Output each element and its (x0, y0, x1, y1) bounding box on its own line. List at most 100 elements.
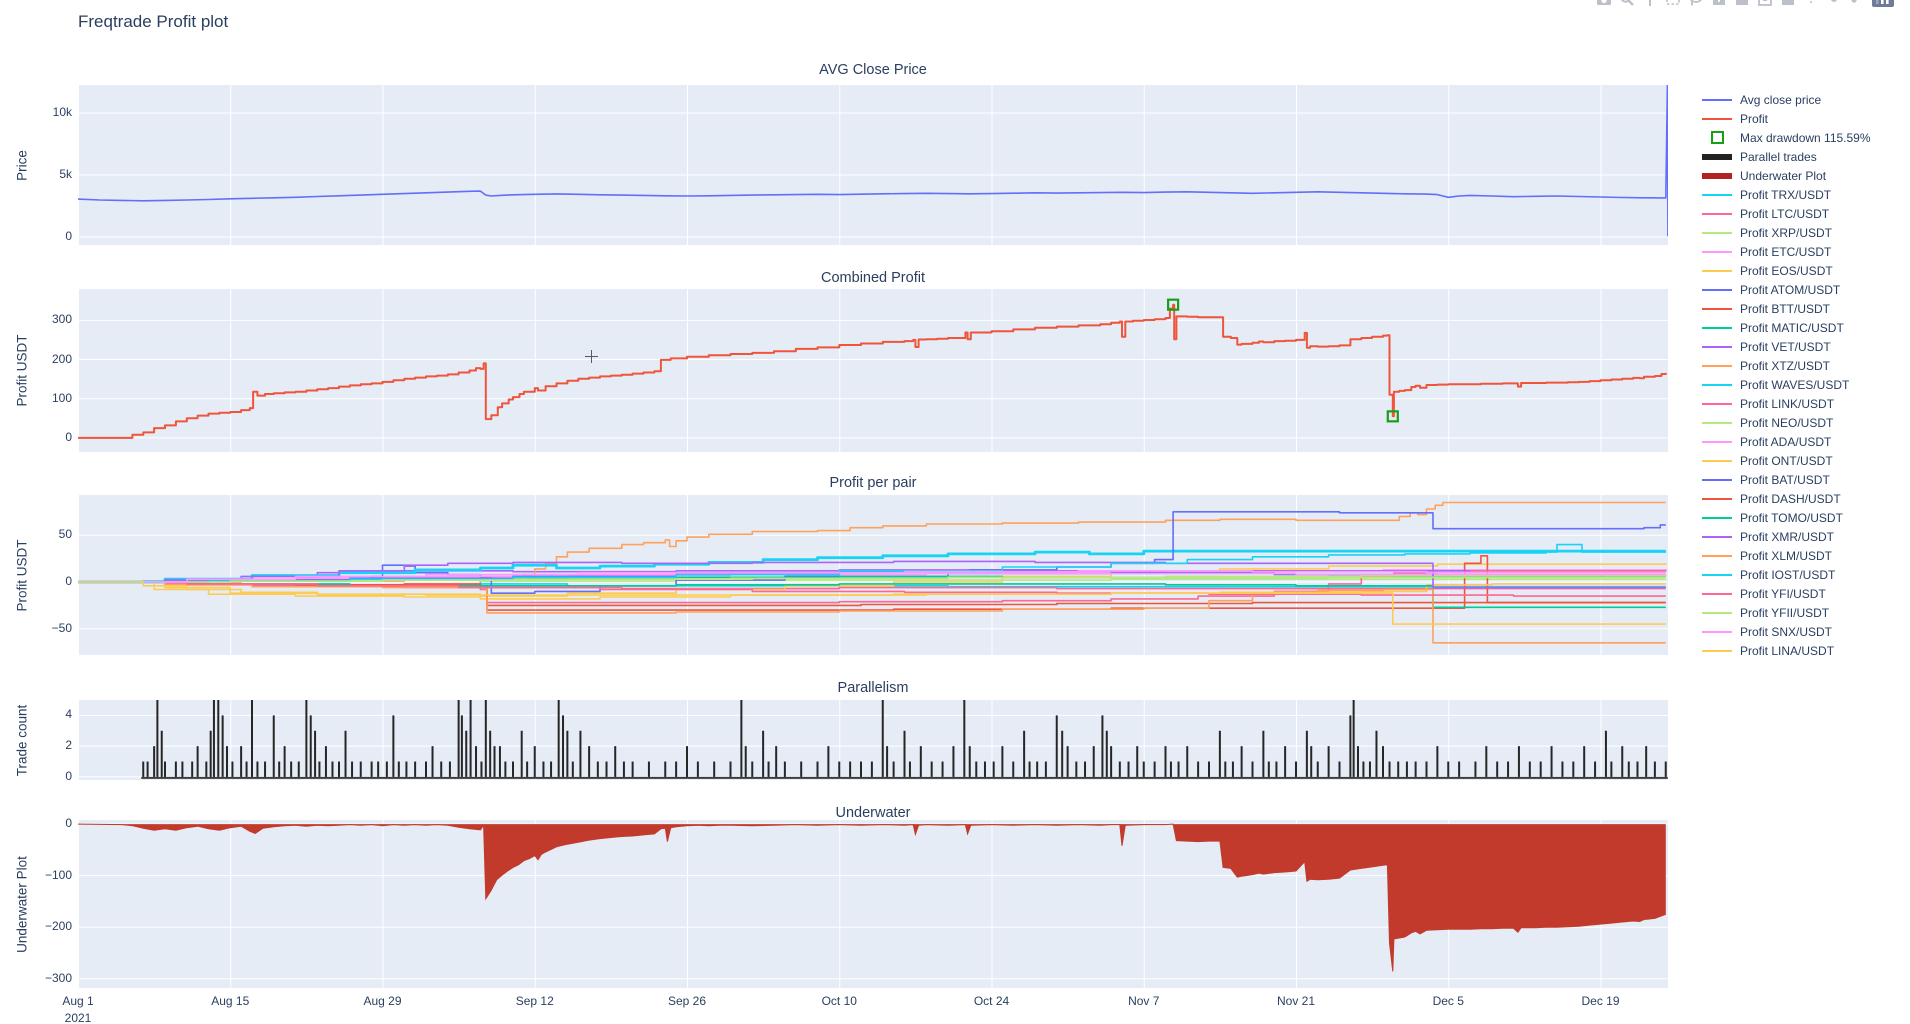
subplot-title-parallelism: Parallelism (837, 680, 909, 696)
legend-item-12[interactable]: Profit MATIC/USDT (1702, 318, 1871, 337)
box-select-icon[interactable] (1665, 0, 1681, 12)
legend-label: Profit XTZ/USDT (1740, 358, 1831, 373)
x-tick-label: Aug 15 (211, 994, 250, 1008)
pan-icon[interactable] (1642, 0, 1658, 12)
legend-color-swatch (1702, 326, 1732, 329)
legend-label: Profit XRP/USDT (1740, 225, 1833, 240)
y-tick-label: 10k (52, 105, 72, 119)
x-tick-label: Dec 5 (1432, 994, 1464, 1008)
legend-color-swatch (1702, 573, 1732, 576)
autoscale-icon[interactable] (1757, 0, 1773, 12)
hover-compare-icon[interactable] (1849, 0, 1865, 12)
legend-item-22[interactable]: Profit TOMO/USDT (1702, 508, 1871, 527)
plotly-logo-icon[interactable] (1872, 0, 1894, 12)
zoom-icon[interactable] (1619, 0, 1635, 12)
legend-label: Profit ADA/USDT (1740, 434, 1832, 449)
legend-label: Max drawdown 115.59% (1740, 130, 1871, 145)
legend-item-7[interactable]: Profit XRP/USDT (1702, 223, 1871, 242)
legend-item-28[interactable]: Profit SNX/USDT (1702, 622, 1871, 641)
legend-item-26[interactable]: Profit YFI/USDT (1702, 584, 1871, 603)
subplot-title-avg-close-price: AVG Close Price (819, 62, 927, 78)
legend-item-5[interactable]: Profit TRX/USDT (1702, 185, 1871, 204)
legend-item-3[interactable]: Parallel trades (1702, 147, 1871, 166)
camera-download-icon[interactable] (1596, 0, 1612, 12)
legend-item-8[interactable]: Profit ETC/USDT (1702, 242, 1871, 261)
legend-item-11[interactable]: Profit BTT/USDT (1702, 299, 1871, 318)
legend-color-swatch (1702, 459, 1732, 462)
legend-item-20[interactable]: Profit BAT/USDT (1702, 470, 1871, 489)
y-tick-label: −100 (44, 867, 72, 882)
subplot-parallelism[interactable] (78, 700, 1668, 780)
legend-color-swatch (1702, 421, 1732, 424)
legend-item-25[interactable]: Profit IOST/USDT (1702, 565, 1871, 584)
legend-label: Profit IOST/USDT (1740, 567, 1836, 582)
legend-label: Profit XMR/USDT (1740, 529, 1835, 544)
legend-label: Profit SNX/USDT (1740, 624, 1833, 639)
legend-color-swatch (1702, 117, 1732, 120)
subplot-underwater[interactable] (78, 820, 1668, 988)
legend-label: Profit XLM/USDT (1740, 548, 1833, 563)
legend-item-29[interactable]: Profit LINA/USDT (1702, 641, 1871, 660)
y-tick-label: 0 (65, 816, 72, 831)
x-tick-label: Nov 7 (1128, 994, 1160, 1008)
y-tick-label: −200 (44, 919, 72, 934)
legend-color-swatch (1702, 131, 1732, 144)
legend-color-swatch (1702, 402, 1732, 405)
zoom-out-icon[interactable] (1734, 0, 1750, 12)
legend-item-23[interactable]: Profit XMR/USDT (1702, 527, 1871, 546)
lasso-select-icon[interactable] (1688, 0, 1704, 12)
reset-axes-icon[interactable] (1780, 0, 1796, 12)
legend-label: Profit (1740, 111, 1769, 126)
legend-item-17[interactable]: Profit NEO/USDT (1702, 413, 1871, 432)
legend-color-swatch (1702, 516, 1732, 519)
subplot-profit-per-pair[interactable] (78, 495, 1668, 655)
y-tick-label: 50 (58, 527, 72, 542)
legend-item-2[interactable]: Max drawdown 115.59% (1702, 128, 1871, 147)
x-tick-label: Sep 26 (667, 994, 707, 1008)
legend-label: Profit ETC/USDT (1740, 244, 1832, 259)
legend-item-18[interactable]: Profit ADA/USDT (1702, 432, 1871, 451)
legend-label: Profit NEO/USDT (1740, 415, 1834, 430)
y-tick-label: 0 (65, 429, 72, 444)
y-tick-label: 0 (65, 228, 72, 243)
toggle-spikelines-icon[interactable] (1803, 0, 1819, 12)
legend-item-19[interactable]: Profit ONT/USDT (1702, 451, 1871, 470)
legend-color-swatch (1702, 611, 1732, 614)
zoom-in-icon[interactable] (1711, 0, 1727, 12)
legend-label: Profit MATIC/USDT (1740, 320, 1844, 335)
legend-color-swatch (1702, 231, 1732, 234)
legend-item-6[interactable]: Profit LTC/USDT (1702, 204, 1871, 223)
y-tick-label: 0 (65, 574, 72, 589)
legend-item-27[interactable]: Profit YFII/USDT (1702, 603, 1871, 622)
x-tick-label: Dec 19 (1581, 994, 1620, 1008)
y-tick-label: 200 (51, 351, 72, 366)
legend-item-1[interactable]: Profit (1702, 109, 1871, 128)
legend-label: Profit LINK/USDT (1740, 396, 1835, 411)
x-tick-label: Aug 29 (363, 994, 402, 1008)
legend-color-swatch (1702, 440, 1732, 443)
legend-item-13[interactable]: Profit VET/USDT (1702, 337, 1871, 356)
y-tick-label: 5k (59, 166, 72, 181)
legend-item-9[interactable]: Profit EOS/USDT (1702, 261, 1871, 280)
legend-label: Profit DASH/USDT (1740, 491, 1841, 506)
legend-item-21[interactable]: Profit DASH/USDT (1702, 489, 1871, 508)
hover-closest-icon[interactable] (1826, 0, 1842, 12)
legend-color-swatch (1702, 250, 1732, 253)
y-tick-label: −300 (44, 970, 72, 985)
x-tick-label: Nov 21 (1276, 994, 1316, 1008)
legend-item-0[interactable]: Avg close price (1702, 90, 1871, 109)
legend-item-16[interactable]: Profit LINK/USDT (1702, 394, 1871, 413)
legend-label: Profit EOS/USDT (1740, 263, 1833, 278)
legend-color-swatch (1702, 269, 1732, 272)
y-axis-title-price: Price (14, 150, 30, 181)
legend-color-swatch (1702, 383, 1732, 386)
subplot-combined-profit[interactable] (78, 289, 1668, 452)
legend-item-15[interactable]: Profit WAVES/USDT (1702, 375, 1871, 394)
legend-item-10[interactable]: Profit ATOM/USDT (1702, 280, 1871, 299)
legend-item-24[interactable]: Profit XLM/USDT (1702, 546, 1871, 565)
legend-item-4[interactable]: Underwater Plot (1702, 166, 1871, 185)
subplot-avg-close-price[interactable] (78, 85, 1668, 245)
legend-label: Underwater Plot (1740, 168, 1827, 183)
legend-item-14[interactable]: Profit XTZ/USDT (1702, 356, 1871, 375)
